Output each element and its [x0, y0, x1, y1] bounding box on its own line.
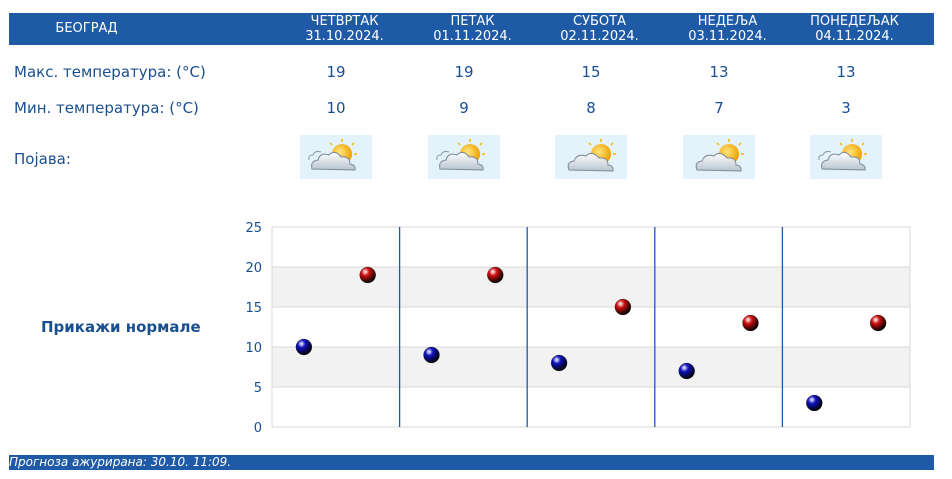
grid-band — [272, 307, 910, 347]
y-tick-label: 15 — [245, 301, 262, 316]
min-temp-label: Мин. температура: (°C) — [14, 99, 199, 117]
y-tick-label: 25 — [245, 221, 262, 236]
min-temp-point — [295, 338, 313, 356]
city-name: БЕОГРАД — [55, 21, 118, 36]
partly-cloudy-sun-icon — [300, 135, 372, 179]
max-temp-point — [359, 266, 376, 284]
grid-band — [272, 347, 910, 387]
day-header: НЕДЕЉА 03.11.2024. — [688, 14, 767, 44]
max-temp-point — [742, 314, 759, 332]
max-temp-label: Макс. температура: (°C) — [14, 63, 206, 81]
min-temp-value: 8 — [586, 99, 596, 117]
forecast-header: БЕОГРАД ЧЕТВРТАК 31.10.2024. ПЕТАК 01.11.2… — [9, 13, 934, 45]
y-tick-label: 10 — [245, 341, 262, 356]
min-temp-point — [806, 394, 823, 412]
min-temp-value: 7 — [714, 99, 724, 117]
min-temp-point — [678, 362, 695, 380]
day-header: ПОНЕДЕЉАК 04.11.2024. — [810, 14, 899, 44]
min-temp-point — [423, 346, 440, 364]
y-tick-label: 5 — [254, 381, 262, 396]
min-temp-value: 3 — [841, 99, 851, 117]
show-normals-link[interactable]: Прикажи нормале — [41, 318, 201, 336]
y-tick-label: 20 — [245, 261, 262, 276]
grid-band — [272, 387, 910, 427]
phenomenon-label: Појава: — [14, 150, 71, 168]
grid-band — [272, 227, 910, 267]
min-temp-value: 10 — [326, 99, 346, 117]
min-temp-point — [550, 354, 568, 372]
cloudy-sun-icon — [683, 135, 755, 179]
max-temp-point — [614, 298, 632, 316]
partly-cloudy-sun-icon — [810, 135, 882, 179]
max-temp-value: 19 — [326, 63, 346, 81]
day-header: СУБОТА 02.11.2024. — [560, 14, 639, 44]
partly-cloudy-sun-icon — [428, 135, 500, 179]
max-temp-value: 13 — [836, 63, 856, 81]
max-temp-point — [869, 314, 887, 332]
cloudy-sun-icon — [555, 135, 627, 179]
grid-band — [272, 267, 910, 307]
max-temp-value: 19 — [454, 63, 474, 81]
min-temp-value: 9 — [459, 99, 469, 117]
max-temp-point — [487, 266, 504, 284]
day-header: ЧЕТВРТАК 31.10.2024. — [305, 14, 384, 44]
plot-border — [271, 226, 911, 428]
forecast-updated: Прогноза ажурирана: 30.10. 11:09. — [9, 455, 934, 470]
day-header: ПЕТАК 01.11.2024. — [433, 14, 512, 44]
max-temp-value: 15 — [581, 63, 601, 81]
max-temp-value: 13 — [709, 63, 729, 81]
y-tick-label: 0 — [254, 421, 262, 436]
